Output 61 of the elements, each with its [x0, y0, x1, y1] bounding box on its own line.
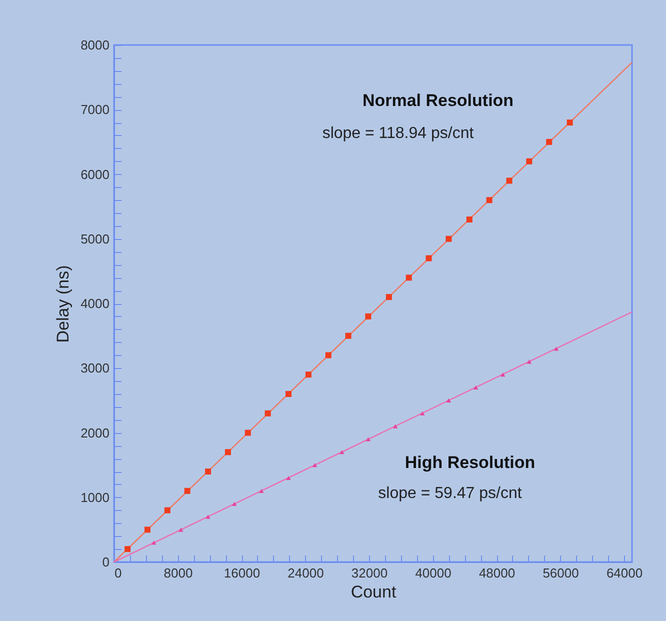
- y-tick-label: 8000: [80, 38, 110, 52]
- y-tick-label: 6000: [80, 166, 110, 182]
- y-tick-label: 3000: [80, 360, 110, 376]
- point: [325, 352, 332, 358]
- y-tick-label: 7000: [80, 102, 110, 118]
- x-tick-label: 64000: [606, 566, 643, 580]
- x-tick-label: 16000: [224, 566, 260, 580]
- point: [446, 236, 452, 242]
- point: [224, 449, 231, 456]
- point: [232, 502, 237, 506]
- y-tick-label: 1000: [80, 490, 110, 505]
- y-tick-label: 4000: [80, 296, 110, 311]
- point: [473, 385, 478, 390]
- y-axis-title: Delay (ns): [54, 265, 73, 343]
- point: [184, 488, 190, 494]
- point: [526, 360, 532, 364]
- x-tick-label: 32000: [351, 566, 388, 580]
- point: [305, 372, 312, 378]
- point: [286, 476, 291, 480]
- x-axis-title: Count: [350, 582, 396, 602]
- x-tick-label: 0: [114, 566, 122, 580]
- y-tick-label: 5000: [80, 231, 110, 246]
- point: [205, 468, 212, 475]
- annotation: slope = 59.47 ps/cnt: [378, 485, 522, 502]
- x-tick-label: 56000: [542, 566, 579, 580]
- x-tick-label: 48000: [478, 566, 516, 580]
- annotation: slope = 118.94 ps/cnt: [322, 125, 474, 142]
- point: [546, 138, 552, 145]
- point: [152, 540, 156, 545]
- point: [264, 410, 271, 416]
- point: [566, 120, 573, 126]
- series-label: High Resolution: [404, 453, 536, 472]
- point: [554, 346, 559, 351]
- point: [526, 158, 532, 164]
- x-tick-label: 40000: [415, 566, 452, 580]
- point: [365, 313, 372, 320]
- x-tick-label: 8000: [164, 566, 193, 580]
- point: [386, 294, 392, 300]
- x-tick-label: 24000: [288, 566, 324, 580]
- point: [345, 332, 352, 339]
- point: [506, 178, 512, 184]
- point: [124, 546, 131, 552]
- point: [392, 424, 398, 428]
- point: [312, 463, 318, 468]
- point: [164, 507, 170, 514]
- point: [500, 372, 506, 377]
- point: [426, 255, 432, 262]
- point: [244, 430, 251, 436]
- point: [144, 526, 150, 533]
- point: [486, 197, 492, 204]
- point: [286, 390, 292, 397]
- point: [406, 274, 412, 281]
- text: Normal Resolution: [362, 91, 514, 110]
- point: [446, 398, 452, 402]
- point: [466, 216, 472, 222]
- point: [366, 437, 371, 442]
- point: [420, 411, 425, 416]
- point: [259, 488, 264, 493]
- y-tick-label: 2000: [80, 425, 110, 440]
- y-tick-label: 0: [102, 554, 110, 570]
- point: [206, 514, 210, 519]
